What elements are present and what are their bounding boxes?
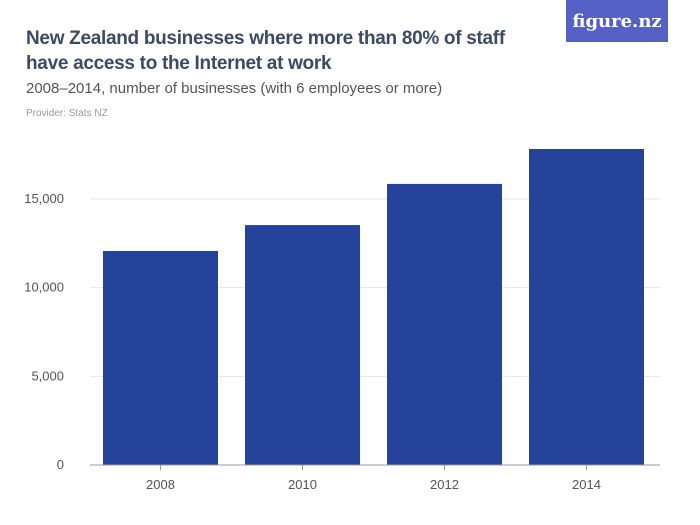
- y-tick-label: 10,000: [24, 280, 64, 295]
- figure-nz-logo[interactable]: figure.nz: [566, 0, 668, 42]
- y-tick-label: 15,000: [24, 191, 64, 206]
- chart-subtitle: 2008–2014, number of businesses (with 6 …: [26, 80, 443, 97]
- bar-2014: [529, 148, 644, 465]
- provider-label: Provider: Stats NZ: [26, 108, 108, 119]
- x-tick-label: 2008: [146, 477, 175, 492]
- x-tick-label: 2010: [288, 477, 317, 492]
- y-tick-label: 0: [57, 457, 64, 472]
- x-tick-label: 2014: [572, 477, 601, 492]
- bar-2012: [387, 183, 502, 465]
- bar-2010: [245, 225, 360, 465]
- chart-title: New Zealand businesses where more than 8…: [26, 28, 505, 74]
- x-tick-label: 2012: [430, 477, 459, 492]
- bar-2008: [103, 250, 218, 465]
- y-tick-label: 5,000: [31, 368, 64, 383]
